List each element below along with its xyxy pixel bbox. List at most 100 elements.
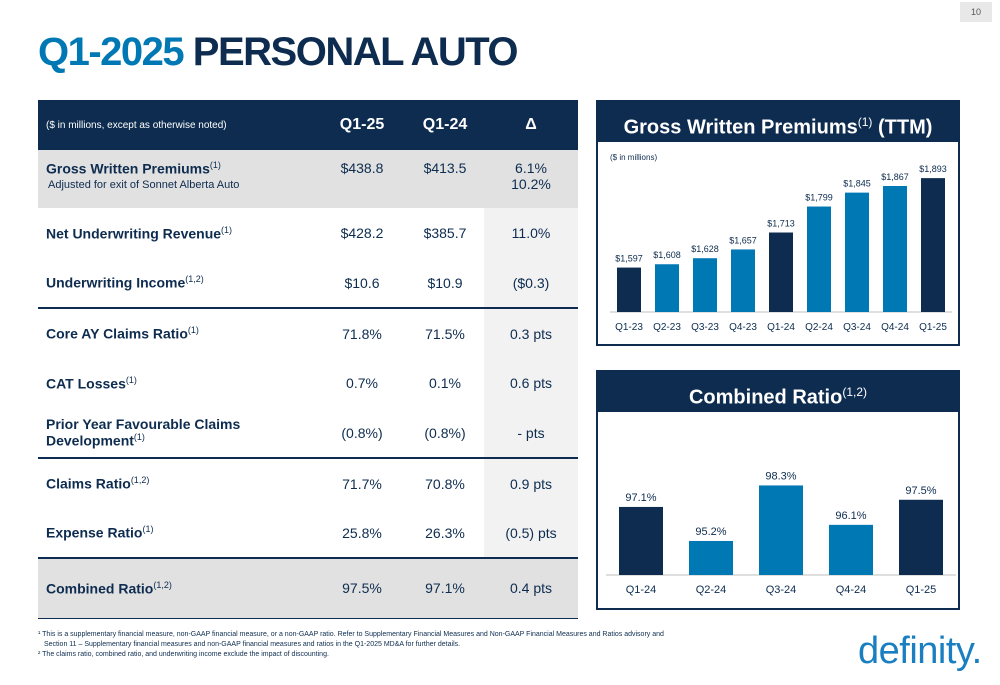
- page-number: 10: [960, 2, 992, 22]
- cr-bar-chart: 97.1% Q1-24 95.2% Q2-24 98.3% Q3-24 96.1% Q4-24…: [606, 470, 956, 596]
- bar-Q4-24: [829, 524, 873, 575]
- row-label: Expense Ratio(1): [46, 524, 154, 541]
- bar-Q3-23: [693, 258, 717, 312]
- col-header-delta: Δ: [484, 100, 578, 150]
- gwp-chart-panel: Gross Written Premiums(1) (TTM) ($ in mi…: [596, 100, 960, 346]
- bar-Q4-23: [731, 249, 755, 312]
- x-tick-label: Q3-24: [843, 322, 871, 333]
- data-label: 97.1%: [625, 492, 656, 504]
- table-row: Core AY Claims Ratio(1) 71.8% 71.5% 0.3 …: [38, 307, 578, 358]
- cell-q125: $10.6: [344, 274, 380, 291]
- row-label: Prior Year Favourable Claims Development…: [46, 416, 241, 449]
- bar-Q4-24: [883, 185, 907, 312]
- cell-q124: $385.7: [423, 225, 467, 241]
- x-tick-label: Q1-25: [919, 322, 947, 333]
- data-label: $1,608: [653, 250, 681, 260]
- bar-Q2-24: [807, 206, 831, 312]
- footnotes: ¹ This is a supplementary financial meas…: [38, 630, 698, 660]
- table-row: Combined Ratio(1,2) 97.5% 97.1% 0.4 pts: [38, 557, 578, 619]
- cell-q124: $413.5: [406, 150, 484, 208]
- table-header: ($ in millions, except as otherwise note…: [38, 100, 578, 150]
- data-label: 98.3%: [765, 470, 796, 482]
- bar-Q3-24: [845, 192, 869, 312]
- results-table: ($ in millions, except as otherwise note…: [38, 100, 578, 619]
- bar-Q1-24: [769, 232, 793, 312]
- cell-q124: 26.3%: [425, 524, 465, 541]
- table-row: Underwriting Income(1,2) $10.6 $10.9 ($0…: [38, 258, 578, 308]
- cell-delta: ($0.3): [484, 258, 578, 308]
- page-title: Q1-2025 PERSONAL AUTO: [38, 30, 519, 75]
- cell-q125: $428.2: [340, 225, 384, 241]
- cell-delta: (0.5) pts: [484, 508, 578, 558]
- data-label: $1,713: [767, 219, 795, 229]
- x-tick-label: Q3-23: [691, 322, 719, 333]
- bar-Q1-25: [899, 499, 943, 575]
- x-tick-label: Q1-23: [615, 322, 643, 333]
- table-row: CAT Losses(1) 0.7% 0.1% 0.6 pts: [38, 358, 578, 408]
- cell-delta: 0.6 pts: [484, 358, 578, 408]
- cr-chart-panel: Combined Ratio(1,2) 97.1% Q1-24 95.2% Q2-24…: [596, 370, 960, 610]
- data-label: $1,867: [881, 172, 909, 182]
- gwp-bar-chart: ($ in millions) $1,597 Q1-23 $1,608 Q2-23 $1…: [610, 153, 952, 333]
- cell-q125: 71.8%: [318, 307, 406, 358]
- row-label: Gross Written Premiums(1) Adjusted for e…: [38, 150, 318, 208]
- x-tick-label: Q2-24: [696, 584, 727, 596]
- cell-delta: 11.0%: [484, 208, 578, 258]
- cell-q124: 0.1%: [429, 375, 461, 391]
- table-row: Expense Ratio(1) 25.8% 26.3% (0.5) pts: [38, 508, 578, 558]
- x-tick-label: Q3-24: [766, 584, 797, 596]
- row-label: Core AY Claims Ratio(1): [38, 307, 318, 358]
- data-label: $1,845: [843, 179, 871, 189]
- table-header-note: ($ in millions, except as otherwise note…: [38, 100, 318, 150]
- cell-delta: 0.4 pts: [484, 557, 578, 619]
- bar-Q1-25: [921, 178, 945, 312]
- table-row: Gross Written Premiums(1) Adjusted for e…: [38, 150, 578, 208]
- col-header-q125: Q1-25: [318, 100, 406, 150]
- footnote-1: ¹ This is a supplementary financial meas…: [38, 631, 664, 638]
- cell-q125: 0.7%: [346, 375, 378, 391]
- cell-delta: 0.9 pts: [484, 457, 578, 508]
- data-label: $1,799: [805, 193, 833, 203]
- cell-q125: 97.5%: [318, 557, 406, 619]
- cell-q124: 70.8%: [406, 457, 484, 508]
- x-tick-label: Q2-24: [805, 322, 833, 333]
- row-sublabel: Adjusted for exit of Sonnet Alberta Auto: [48, 178, 240, 191]
- footnote-1-cont: Section 11 – Supplementary financial mea…: [44, 641, 461, 649]
- x-tick-label: Q4-24: [836, 584, 867, 596]
- x-tick-label: Q4-24: [881, 322, 909, 333]
- row-label: CAT Losses(1): [46, 374, 137, 392]
- cell-delta: 0.3 pts: [484, 307, 578, 358]
- cell-q125: (0.8%): [341, 424, 383, 441]
- bar-Q2-24: [689, 540, 733, 575]
- bar-Q3-24: [759, 485, 803, 575]
- cr-chart-title: Combined Ratio(1,2): [598, 372, 958, 412]
- row-label: Claims Ratio(1,2): [38, 457, 318, 508]
- x-tick-label: Q1-24: [626, 584, 657, 596]
- cell-q125: $438.8: [318, 150, 406, 208]
- row-label: Combined Ratio(1,2): [38, 557, 318, 619]
- x-tick-label: Q1-25: [906, 584, 937, 596]
- gwp-chart-title: Gross Written Premiums(1) (TTM): [598, 102, 958, 142]
- title-period: Q1-2025: [38, 30, 185, 74]
- cell-q125: 71.7%: [318, 457, 406, 508]
- cell-q124: $10.9: [427, 274, 463, 291]
- data-label: $1,597: [615, 254, 643, 264]
- data-label: $1,657: [729, 235, 757, 245]
- col-header-q124: Q1-24: [406, 100, 484, 150]
- title-segment: PERSONAL AUTO: [192, 30, 519, 74]
- cell-q125: 25.8%: [342, 524, 382, 541]
- data-label: $1,628: [691, 244, 719, 254]
- cell-q124: (0.8%): [424, 424, 466, 441]
- row-label: Underwriting Income(1,2): [46, 274, 204, 291]
- cell-delta: 6.1% 10.2%: [484, 150, 578, 208]
- row-label: Net Underwriting Revenue(1): [46, 224, 233, 242]
- table-row: Prior Year Favourable Claims Development…: [38, 408, 578, 458]
- data-label: $1,893: [919, 164, 947, 174]
- definity-logo: definity.: [858, 630, 982, 672]
- table-row: Net Underwriting Revenue(1) $428.2 $385.…: [38, 208, 578, 258]
- data-label: 95.2%: [695, 526, 726, 538]
- footnote-2: ² The claims ratio, combined ratio, and …: [38, 651, 329, 659]
- x-tick-label: Q4-23: [729, 322, 757, 333]
- gwp-unit-note: ($ in millions): [610, 153, 657, 162]
- bar-Q1-24: [619, 506, 663, 575]
